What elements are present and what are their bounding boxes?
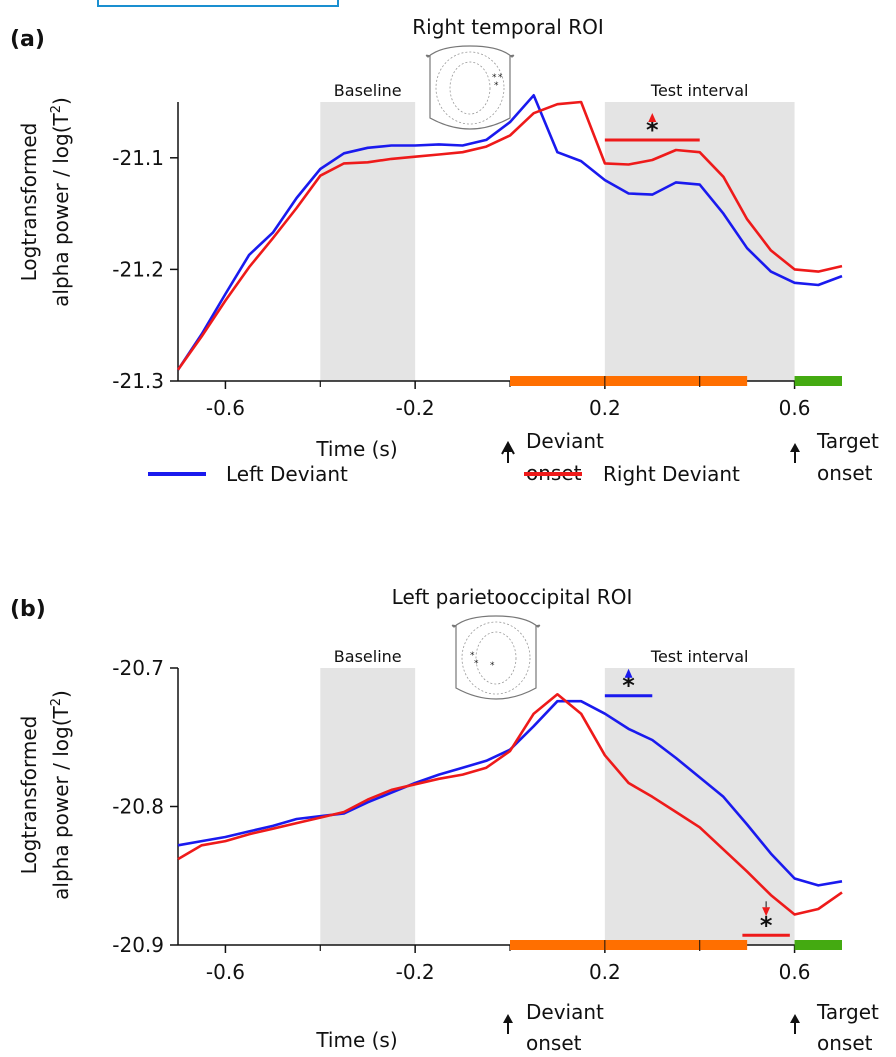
deviant-interval-bar xyxy=(510,376,748,386)
y-axis-label-b: Logtransformed xyxy=(17,716,41,875)
significance-arrow-down xyxy=(762,907,771,917)
y-tick-label: -20.9 xyxy=(112,933,164,957)
baseline-label-a: Baseline xyxy=(334,81,402,100)
svg-text:*: * xyxy=(470,651,475,661)
target-onset-marker-b: Target onset xyxy=(790,1000,879,1055)
interval-bars-b xyxy=(510,940,842,950)
target-interval-bar xyxy=(794,940,842,950)
scalp-topography-icon: * * * xyxy=(425,45,515,130)
svg-text:Target: Target xyxy=(816,429,879,453)
x-tick-label: -0.6 xyxy=(206,960,245,984)
legend-label-left: Left Deviant xyxy=(226,462,348,486)
y-axis-label-a: Logtransformed xyxy=(17,123,41,282)
series-line-right-deviant xyxy=(177,692,843,916)
series-lines-b xyxy=(177,692,843,916)
x-tick-label: 0.6 xyxy=(779,396,811,420)
baseline-shade-b xyxy=(320,668,416,945)
y-axis-label-b-2: alpha power / log(T2) xyxy=(49,690,73,900)
target-onset-marker-a: Target onset xyxy=(790,429,879,485)
test-interval-label-b: Test interval xyxy=(650,647,749,666)
panel-a: (a) Right temporal ROI Baseline Test int… xyxy=(10,15,879,485)
y-tick-label: -21.1 xyxy=(112,146,164,170)
x-tick-label: -0.2 xyxy=(396,960,435,984)
deviant-interval-bar xyxy=(510,940,748,950)
panel-b: (b) Left parietooccipital ROI Baseline T… xyxy=(10,585,879,1055)
x-tick-label: 0.2 xyxy=(589,396,621,420)
top-frame-fragment xyxy=(97,0,339,7)
y-tick-label: -21.2 xyxy=(112,257,164,281)
svg-text:onset: onset xyxy=(817,461,873,485)
svg-text:*: * xyxy=(492,73,497,83)
test-interval-shade-b xyxy=(604,668,795,945)
y-tick-label: -21.3 xyxy=(112,369,164,393)
significance-arrow-up xyxy=(624,668,633,678)
scalp-topography-icon: * * * xyxy=(451,615,541,700)
y-tick-label: -20.7 xyxy=(112,656,164,680)
baseline-shade-a xyxy=(320,102,416,381)
x-tick-label: 0.2 xyxy=(589,960,621,984)
svg-text:Deviant: Deviant xyxy=(526,1000,604,1024)
svg-text:onset: onset xyxy=(526,1031,582,1055)
series-line-left-deviant xyxy=(176,94,843,371)
series-lines-a xyxy=(176,94,843,371)
x-axis-label-b: Time (s) xyxy=(315,1028,397,1052)
chart-title-a: Right temporal ROI xyxy=(412,15,604,39)
svg-text:Target: Target xyxy=(816,1000,879,1024)
x-tick-label: 0.6 xyxy=(779,960,811,984)
deviant-onset-marker-a: Deviant onset xyxy=(501,429,604,485)
x-tick-label: -0.6 xyxy=(206,396,245,420)
x-axis-label-a: Time (s) xyxy=(315,437,397,461)
svg-text:*: * xyxy=(494,81,499,91)
significance-arrow-up xyxy=(648,112,657,122)
test-interval-label-a: Test interval xyxy=(650,81,749,100)
significance-b: ** xyxy=(604,668,790,939)
deviant-onset-marker-b: Deviant onset xyxy=(503,1000,604,1055)
svg-text:Deviant: Deviant xyxy=(526,429,604,453)
target-interval-bar xyxy=(794,376,842,386)
legend-label-right: Right Deviant xyxy=(603,462,740,486)
panel-label-a: (a) xyxy=(10,27,45,52)
svg-text:onset: onset xyxy=(817,1031,873,1055)
test-interval-shade-a xyxy=(604,102,795,381)
significance-star: * xyxy=(646,116,659,144)
svg-text:*: * xyxy=(490,661,495,671)
y-tick-label: -20.8 xyxy=(112,795,164,819)
x-tick-label: -0.2 xyxy=(396,396,435,420)
baseline-label-b: Baseline xyxy=(334,647,402,666)
chart-title-b: Left parietooccipital ROI xyxy=(392,585,633,609)
series-line-right-deviant xyxy=(176,100,843,371)
significance-star: * xyxy=(760,911,773,939)
svg-text:*: * xyxy=(474,659,479,669)
interval-bars-a xyxy=(510,376,842,386)
significance-a: * xyxy=(604,112,700,144)
significance-star: * xyxy=(622,672,635,700)
panel-label-b: (b) xyxy=(10,597,46,622)
y-axis-label-a-2: alpha power / log(T2) xyxy=(49,97,73,307)
svg-text:*: * xyxy=(498,73,503,83)
legend: Left Deviant Right Deviant xyxy=(148,462,740,486)
